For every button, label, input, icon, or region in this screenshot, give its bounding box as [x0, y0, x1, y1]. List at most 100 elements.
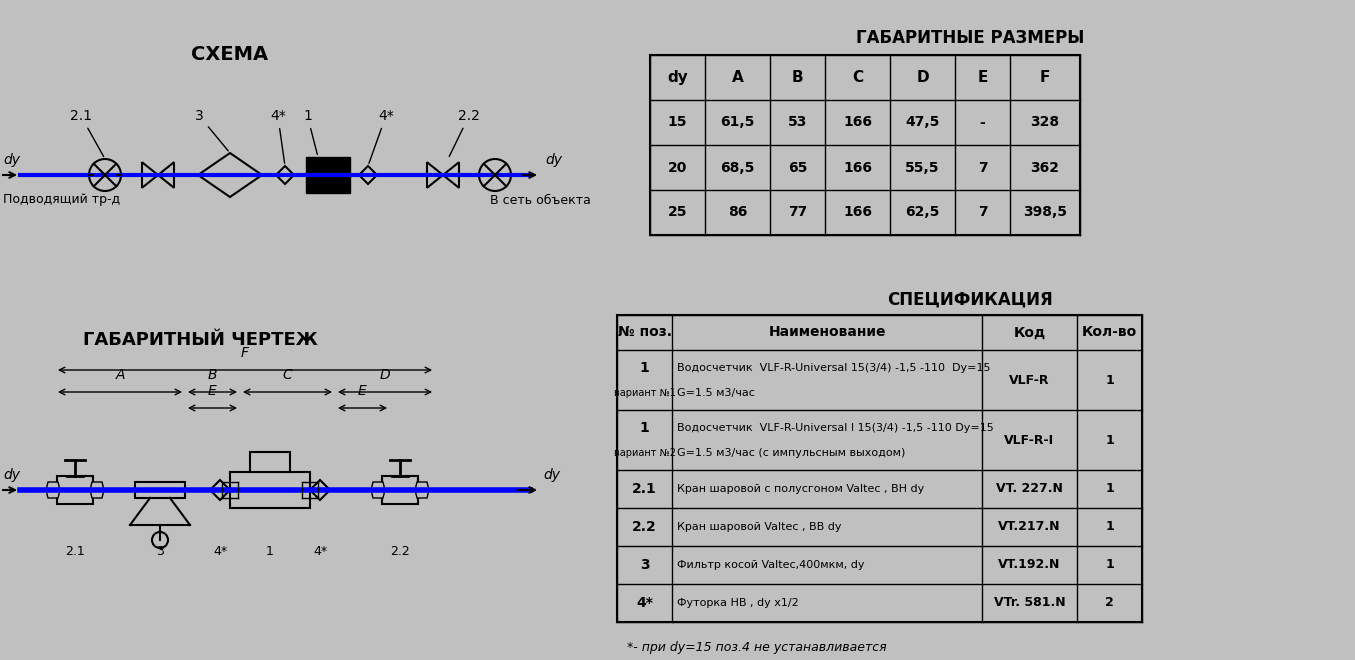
Text: 2: 2: [1106, 597, 1114, 609]
Text: VT.192.N: VT.192.N: [999, 558, 1061, 572]
Text: 2.2: 2.2: [633, 520, 657, 534]
Text: dy: dy: [3, 153, 20, 167]
Text: № поз.: № поз.: [618, 325, 672, 339]
Bar: [617, 315, 1142, 622]
Text: 1: 1: [1106, 434, 1114, 447]
Polygon shape: [136, 482, 186, 498]
Text: 1: 1: [640, 421, 649, 435]
Text: 25: 25: [668, 205, 687, 220]
Text: 166: 166: [843, 160, 873, 174]
Text: C: C: [852, 70, 863, 85]
Text: 1: 1: [1106, 521, 1114, 533]
Text: 2.1: 2.1: [70, 109, 103, 156]
Text: 1: 1: [1106, 558, 1114, 572]
Text: 7: 7: [978, 205, 988, 220]
Text: СХЕМА: СХЕМА: [191, 46, 268, 65]
Text: VLF-R-I: VLF-R-I: [1004, 434, 1054, 447]
Text: Код: Код: [1014, 325, 1046, 339]
Text: *- при dy=15 поз.4 не устанавливается: *- при dy=15 поз.4 не устанавливается: [627, 640, 886, 653]
Text: вариант №2: вариант №2: [614, 448, 676, 458]
Text: В сеть объекта: В сеть объекта: [491, 193, 591, 207]
Text: 68,5: 68,5: [721, 160, 755, 174]
Text: dy: dy: [667, 70, 688, 85]
Polygon shape: [89, 482, 104, 498]
Text: 77: 77: [787, 205, 808, 220]
Text: -: -: [980, 115, 985, 129]
Polygon shape: [46, 482, 60, 498]
Text: СПЕЦИФИКАЦИЯ: СПЕЦИФИКАЦИЯ: [888, 291, 1053, 309]
Text: ГАБАРИТНЫЕ РАЗМЕРЫ: ГАБАРИТНЫЕ РАЗМЕРЫ: [856, 29, 1084, 47]
Text: 2.2: 2.2: [390, 545, 409, 558]
Text: dy: dy: [545, 153, 562, 167]
Circle shape: [152, 532, 168, 548]
Text: VTr. 581.N: VTr. 581.N: [993, 597, 1065, 609]
Text: 398,5: 398,5: [1023, 205, 1066, 220]
Text: 4*: 4*: [635, 596, 653, 610]
Bar: [251, 452, 290, 472]
Text: 1: 1: [304, 109, 317, 154]
Text: E: E: [358, 384, 366, 398]
Bar: [230, 472, 310, 508]
Text: Футорка НВ , dy x1/2: Футорка НВ , dy x1/2: [678, 598, 798, 608]
Text: F: F: [1039, 70, 1050, 85]
Text: A: A: [732, 70, 744, 85]
Text: 328: 328: [1030, 115, 1060, 129]
Text: ГАБАРИТНЫЙ ЧЕРТЕЖ: ГАБАРИТНЫЙ ЧЕРТЕЖ: [83, 331, 317, 349]
Text: 362: 362: [1031, 160, 1060, 174]
Bar: [57, 476, 93, 504]
Polygon shape: [415, 482, 430, 498]
Text: Водосчетчик  VLF-R-Universal 15(3/4) -1,5 -110  Dy=15: Водосчетчик VLF-R-Universal 15(3/4) -1,5…: [678, 363, 991, 373]
Text: dy: dy: [543, 468, 560, 482]
Text: B: B: [791, 70, 804, 85]
Text: Водосчетчик  VLF-R-Universal I 15(3/4) -1,5 -110 Dy=15: Водосчетчик VLF-R-Universal I 15(3/4) -1…: [678, 423, 993, 433]
Text: Наименование: Наименование: [768, 325, 886, 339]
Text: 3: 3: [640, 558, 649, 572]
Text: E: E: [977, 70, 988, 85]
Text: 53: 53: [787, 115, 808, 129]
Text: 4*: 4*: [313, 545, 327, 558]
Bar: [650, 55, 1080, 235]
Text: 55,5: 55,5: [905, 160, 940, 174]
Text: B: B: [207, 368, 217, 382]
Text: VT. 227.N: VT. 227.N: [996, 482, 1062, 496]
Text: 65: 65: [787, 160, 808, 174]
Text: 20: 20: [668, 160, 687, 174]
Text: 1: 1: [1106, 482, 1114, 496]
Text: F: F: [241, 346, 249, 360]
Text: E: E: [207, 384, 217, 398]
Text: dy: dy: [3, 468, 20, 482]
Text: 86: 86: [728, 205, 747, 220]
Text: 62,5: 62,5: [905, 205, 939, 220]
Text: 1: 1: [266, 545, 274, 558]
Text: 4*: 4*: [369, 109, 394, 164]
Text: 1: 1: [1106, 374, 1114, 387]
Text: G=1.5 м3/час (с импульсным выходом): G=1.5 м3/час (с импульсным выходом): [678, 448, 905, 458]
Text: 1: 1: [640, 361, 649, 375]
Text: Фильтр косой Valtec,400мкм, dy: Фильтр косой Valtec,400мкм, dy: [678, 560, 864, 570]
Text: G=1.5 м3/час: G=1.5 м3/час: [678, 388, 755, 398]
Text: 7: 7: [978, 160, 988, 174]
Text: 47,5: 47,5: [905, 115, 939, 129]
Bar: [306, 157, 350, 193]
Text: вариант №1: вариант №1: [614, 388, 675, 398]
Text: Подводящий тр-д: Подводящий тр-д: [3, 193, 121, 207]
Text: VT.217.N: VT.217.N: [999, 521, 1061, 533]
Bar: [382, 476, 417, 504]
Text: 166: 166: [843, 115, 873, 129]
Text: 61,5: 61,5: [721, 115, 755, 129]
Text: 2.1: 2.1: [65, 545, 85, 558]
Text: D: D: [916, 70, 928, 85]
Text: 2.2: 2.2: [450, 109, 480, 156]
Text: A: A: [115, 368, 125, 382]
Text: 3: 3: [156, 545, 164, 558]
Text: Кран шаровой с полусгоном Valtec , ВН dy: Кран шаровой с полусгоном Valtec , ВН dy: [678, 484, 924, 494]
Text: 15: 15: [668, 115, 687, 129]
Text: Кран шаровой Valtec , ВВ dy: Кран шаровой Valtec , ВВ dy: [678, 522, 841, 532]
Text: D: D: [379, 368, 390, 382]
Text: 2.1: 2.1: [633, 482, 657, 496]
Text: 3: 3: [195, 109, 228, 151]
Text: 166: 166: [843, 205, 873, 220]
Text: C: C: [282, 368, 291, 382]
Text: VLF-R: VLF-R: [1009, 374, 1050, 387]
Polygon shape: [371, 482, 385, 498]
